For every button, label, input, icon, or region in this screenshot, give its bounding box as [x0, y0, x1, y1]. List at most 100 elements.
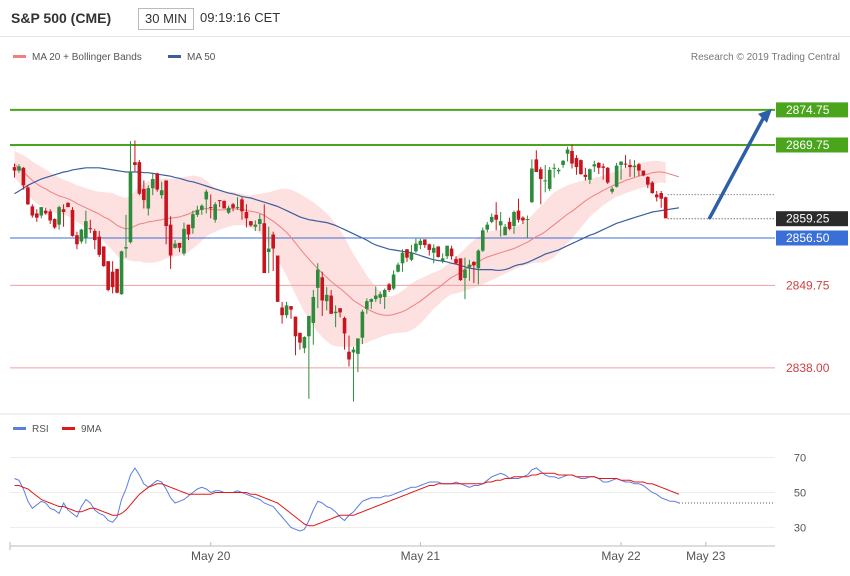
- candle-body: [324, 294, 329, 302]
- candle-body: [485, 224, 490, 230]
- rsi-series-rsi: [14, 467, 680, 532]
- candle-body: [302, 336, 307, 349]
- candle: [240, 197, 244, 220]
- candle: [101, 246, 106, 267]
- candle-body: [253, 224, 258, 227]
- candle: [494, 202, 498, 231]
- candle: [284, 301, 289, 319]
- candle: [142, 180, 146, 209]
- candle: [449, 245, 454, 260]
- candle-body: [146, 188, 151, 209]
- level-tag-2869.75: [776, 137, 848, 153]
- candle-body: [235, 207, 240, 209]
- candle-body: [128, 172, 133, 243]
- candle-body: [213, 204, 217, 220]
- candle: [88, 219, 93, 234]
- candle: [70, 207, 75, 237]
- candle-body: [217, 200, 222, 202]
- candle-body: [659, 193, 663, 199]
- candle: [538, 167, 543, 205]
- candle: [262, 204, 267, 274]
- candle-body: [204, 191, 209, 200]
- candle-body: [298, 332, 302, 343]
- candle: [583, 167, 588, 181]
- candle: [39, 207, 44, 219]
- candle: [222, 200, 226, 209]
- candle-body: [391, 274, 396, 289]
- x-label-May 21: May 21: [401, 549, 441, 563]
- candle-body: [521, 217, 525, 221]
- candle: [271, 231, 275, 271]
- ma50-line: [14, 167, 680, 271]
- legend-ma20: MA 20 + Bollinger Bands: [13, 52, 142, 63]
- candle: [57, 205, 61, 230]
- candle: [596, 162, 601, 175]
- candle: [43, 207, 48, 215]
- candle: [137, 160, 142, 196]
- candle-body: [284, 305, 289, 316]
- candle-body: [271, 234, 275, 249]
- candle-body: [12, 167, 17, 171]
- candle: [637, 162, 641, 177]
- candle-body: [275, 255, 280, 302]
- candle: [329, 289, 333, 314]
- candle-body: [601, 166, 606, 168]
- candle-body: [503, 226, 507, 236]
- timeframe-badge[interactable]: 30 MIN: [138, 8, 194, 30]
- candle-body: [142, 188, 146, 201]
- candle-body: [579, 160, 583, 175]
- projection-arrow-shaft: [708, 115, 766, 220]
- candle-body: [110, 271, 115, 288]
- candle-body: [43, 210, 48, 214]
- candle: [231, 202, 235, 212]
- legend-ma50: MA 50: [168, 52, 215, 63]
- candle-body: [226, 207, 231, 213]
- candle-body: [70, 209, 75, 236]
- candle: [654, 190, 659, 202]
- candle: [119, 250, 124, 295]
- candle-body: [414, 243, 418, 252]
- candle-body: [240, 199, 244, 212]
- candle-body: [423, 239, 427, 246]
- candle: [556, 167, 561, 175]
- candle-body: [494, 214, 498, 220]
- candle: [333, 305, 338, 328]
- chart-header: S&P 500 (CME) 30 MIN 09:19:16 CET: [0, 0, 850, 37]
- candle: [619, 161, 623, 180]
- candle: [195, 205, 200, 217]
- candle: [311, 289, 316, 345]
- candle: [378, 291, 383, 304]
- rsi-series-9ma: [14, 472, 680, 527]
- candle-body: [418, 240, 423, 246]
- candle: [315, 263, 320, 309]
- candle: [133, 140, 137, 172]
- bollinger-band: [14, 150, 666, 347]
- candle-body: [280, 307, 284, 316]
- candle: [440, 253, 445, 264]
- candle-body: [431, 247, 436, 253]
- candle-body: [39, 207, 44, 216]
- candle: [547, 167, 552, 191]
- rsi-label: RSI: [32, 424, 49, 435]
- candle: [373, 286, 378, 302]
- candle: [217, 200, 222, 208]
- candle-body: [632, 165, 637, 168]
- price-chart[interactable]: 2874.75 2869.75 2859.25 2856.50 2849.75 2838.…: [0, 0, 850, 420]
- candle: [226, 205, 231, 215]
- candle-body: [21, 167, 26, 186]
- candle: [431, 244, 436, 264]
- candle-body: [641, 170, 646, 176]
- candle: [253, 220, 258, 231]
- candle-body: [293, 316, 298, 337]
- candle-body: [596, 162, 601, 168]
- candle-body: [663, 197, 668, 219]
- candle: [476, 249, 481, 285]
- candle-body: [155, 173, 160, 190]
- candle-body: [530, 168, 534, 203]
- candle: [445, 245, 449, 260]
- timestamp: 09:19:16 CET: [200, 10, 281, 25]
- ma20-swatch: [13, 54, 26, 58]
- candle-body: [650, 182, 655, 194]
- candle-body: [75, 235, 79, 245]
- candle-body: [489, 216, 494, 222]
